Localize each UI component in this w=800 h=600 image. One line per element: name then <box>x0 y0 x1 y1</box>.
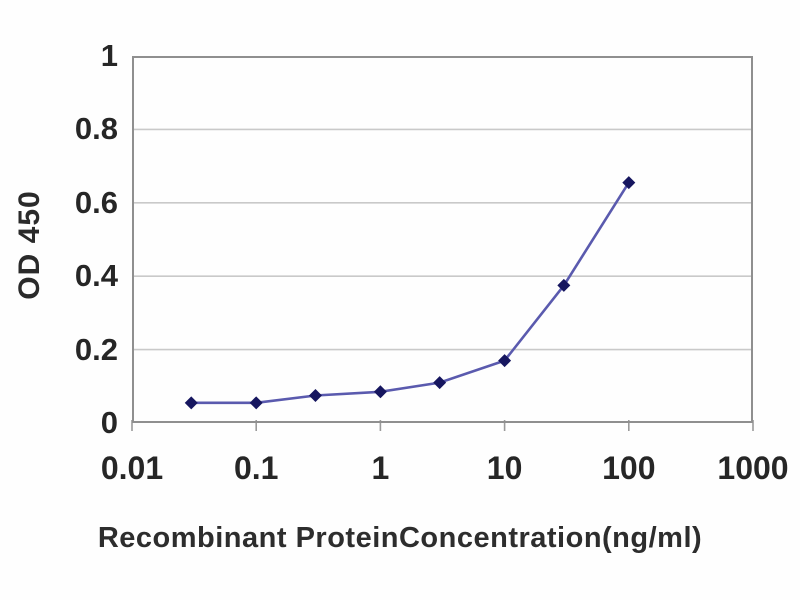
data-point-marker <box>249 396 263 410</box>
data-point-marker <box>373 385 387 399</box>
y-tick-label: 0.6 <box>74 184 118 220</box>
data-point-marker <box>184 396 198 410</box>
y-tick-label: 1 <box>100 38 118 73</box>
y-axis-title: OD 450 <box>13 190 46 300</box>
x-tick-label: 0.1 <box>233 450 279 486</box>
x-tick-label: 1000 <box>717 450 789 486</box>
data-point-marker <box>498 354 512 368</box>
y-tick-label: 0 <box>100 405 118 440</box>
x-axis-title: Recombinant ProteinConcentration(ng/ml) <box>97 522 703 554</box>
plot-border <box>132 56 753 423</box>
x-tick-label: 10 <box>486 450 523 486</box>
y-tick-label: 0.8 <box>74 111 118 147</box>
data-point-marker <box>433 376 447 390</box>
x-tick-label: 100 <box>602 450 656 486</box>
chart-canvas <box>131 56 754 431</box>
x-tick-label: 0.01 <box>100 450 164 486</box>
y-tick-label: 0.4 <box>74 258 118 294</box>
data-point-marker <box>308 388 322 402</box>
series-line <box>191 181 630 405</box>
y-tick-label: 0.2 <box>74 331 118 367</box>
x-tick-label: 1 <box>371 450 390 486</box>
data-point-marker <box>557 278 571 292</box>
plot-area <box>131 56 754 436</box>
data-point-marker <box>622 176 636 190</box>
